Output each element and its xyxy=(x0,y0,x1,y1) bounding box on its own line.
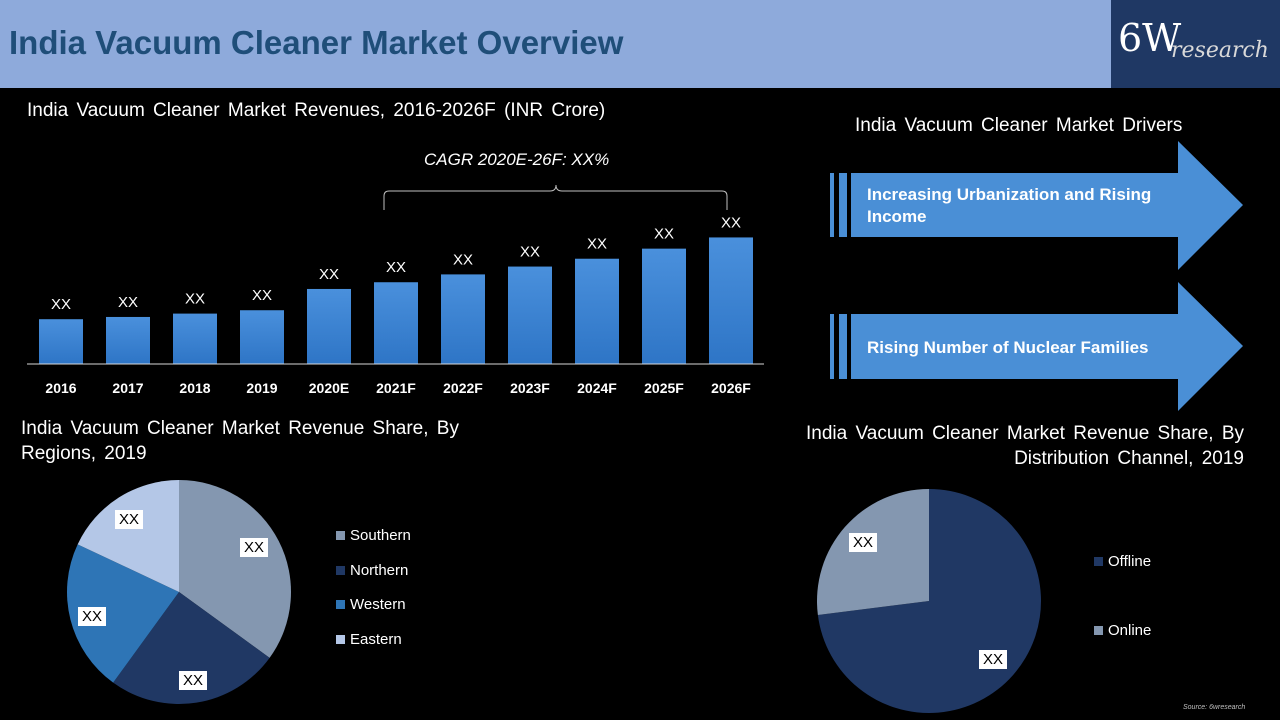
logo-sub-text: research xyxy=(1171,38,1269,63)
bar-data-label: XX xyxy=(319,266,339,283)
legend-item-northern: Northern xyxy=(336,562,408,579)
region-title-line1: India Vacuum Cleaner Market Revenue Shar… xyxy=(21,418,459,439)
cagr-brace xyxy=(383,184,728,210)
bar-data-label: XX xyxy=(654,226,674,243)
x-tick-label: 2025F xyxy=(644,380,684,396)
x-tick-label: 2016 xyxy=(45,380,76,396)
channel-data-label-offline: XX xyxy=(979,650,1008,669)
bar-data-label: XX xyxy=(587,236,607,253)
region-data-label-western: XX xyxy=(78,607,107,626)
bar-2020E xyxy=(307,288,351,364)
x-tick-label: 2024F xyxy=(577,380,617,396)
source-note: Source: 6wresearch xyxy=(1183,704,1246,711)
legend-swatch xyxy=(336,600,345,609)
bar-2021F xyxy=(374,282,418,364)
channel-title-line2: Distribution Channel, 2019 xyxy=(1014,448,1244,469)
legend-swatch xyxy=(336,635,345,644)
region-data-label-eastern: XX xyxy=(115,510,144,529)
x-tick-label: 2022F xyxy=(443,380,483,396)
revenue-chart-title: India Vacuum Cleaner Market Revenues, 20… xyxy=(27,100,606,121)
bar-data-label: XX xyxy=(721,214,741,231)
logo: 6W research xyxy=(1111,0,1280,88)
legend-item-eastern: Eastern xyxy=(336,631,402,648)
bar-data-label: XX xyxy=(453,251,473,268)
region-slice-southern xyxy=(179,480,291,658)
channel-title-line1: India Vacuum Cleaner Market Revenue Shar… xyxy=(806,423,1244,444)
legend-item-western: Western xyxy=(336,596,406,613)
legend-item-southern: Southern xyxy=(336,527,411,544)
channel-slice-offline xyxy=(817,489,1042,714)
x-tick-label: 2023F xyxy=(510,380,550,396)
region-slice-eastern xyxy=(77,480,179,592)
legend-item-offline: Offline xyxy=(1094,553,1151,570)
legend-swatch xyxy=(1094,557,1103,566)
region-data-label-southern: XX xyxy=(240,538,269,557)
channel-slice-online xyxy=(817,489,929,616)
x-tick-label: 2021F xyxy=(376,380,416,396)
bar-2018 xyxy=(173,313,217,364)
bar-data-label: XX xyxy=(252,287,272,304)
x-tick-label: 2018 xyxy=(179,380,210,396)
bar-2022F xyxy=(441,274,485,364)
channel-data-label-online: XX xyxy=(849,533,878,552)
legend-swatch xyxy=(1094,626,1103,635)
bar-2023F xyxy=(508,266,552,364)
legend-swatch xyxy=(336,566,345,575)
bar-2017 xyxy=(106,316,150,364)
driver-item-2: Rising Number of Nuclear Families xyxy=(867,338,1149,357)
region-chart-title: India Vacuum Cleaner Market Revenue Shar… xyxy=(21,416,459,466)
legend-swatch xyxy=(336,531,345,540)
x-tick-label: 2020E xyxy=(309,380,349,396)
region-title-line2: Regions, 2019 xyxy=(21,443,147,464)
channel-chart-title: India Vacuum Cleaner Market Revenue Shar… xyxy=(760,421,1244,471)
cagr-annotation: CAGR 2020E-26F: XX% xyxy=(424,150,610,169)
bar-2026F xyxy=(709,237,753,364)
revenue-bar-chart: XX 2016 XX 2017 XX 2018 XX 2019 XX 2020E XX 2021F XX… xyxy=(27,184,764,396)
bar-data-label: XX xyxy=(51,296,71,313)
bar-2025F xyxy=(642,248,686,364)
x-tick-label: 2019 xyxy=(246,380,277,396)
bar-data-label: XX xyxy=(520,244,540,261)
drivers-title: India Vacuum Cleaner Market Drivers xyxy=(855,115,1183,136)
header-banner: India Vacuum Cleaner Market Overview xyxy=(0,0,1111,88)
driver-item-1: Increasing Urbanization and Rising Incom… xyxy=(867,185,1152,226)
bar-data-label: XX xyxy=(185,291,205,308)
bar-2016 xyxy=(39,319,83,364)
legend-item-online: Online xyxy=(1094,622,1151,639)
logo-main-text: 6W xyxy=(1118,16,1182,60)
bar-data-label: XX xyxy=(118,294,138,311)
bar-data-label: XX xyxy=(386,259,406,276)
bar-2024F xyxy=(575,258,619,364)
x-tick-label: 2026F xyxy=(711,380,751,396)
page-title: India Vacuum Cleaner Market Overview xyxy=(9,24,624,61)
x-tick-label: 2017 xyxy=(112,380,143,396)
bar-2019 xyxy=(240,310,284,364)
region-data-label-northern: XX xyxy=(179,671,208,690)
